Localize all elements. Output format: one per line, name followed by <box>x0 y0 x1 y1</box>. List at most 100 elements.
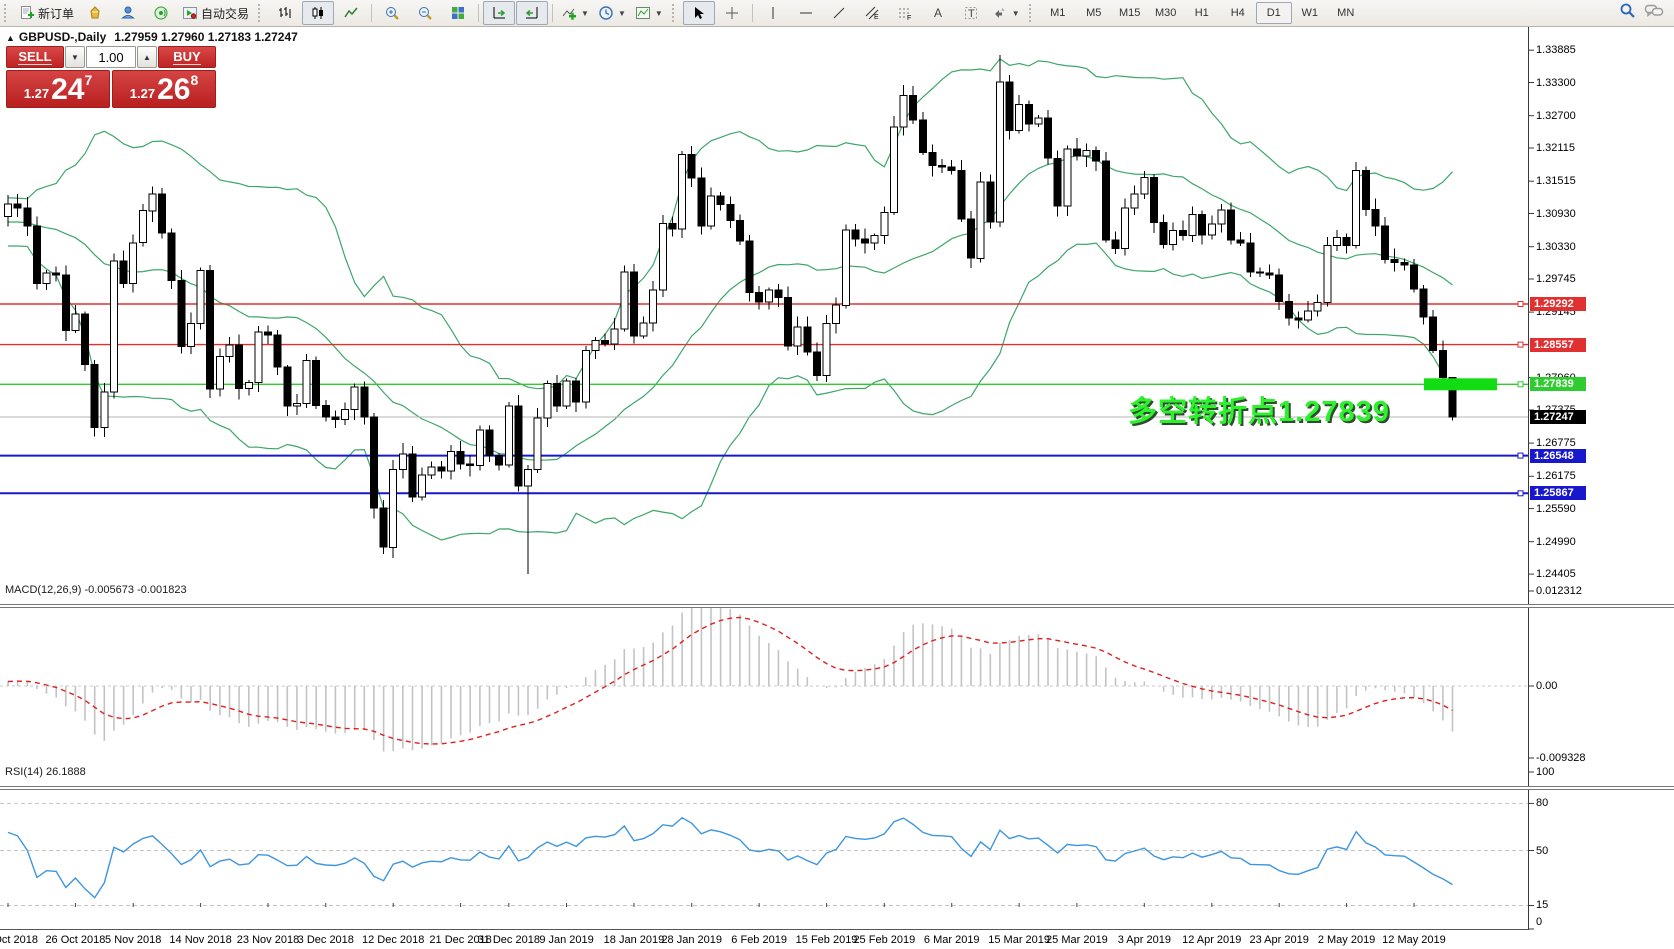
date-label: 3 Dec 2018 <box>297 934 354 946</box>
candle <box>649 289 658 324</box>
candle <box>1111 239 1120 249</box>
autotrading-button[interactable]: 自动交易 <box>178 1 253 25</box>
crosshair-button[interactable] <box>716 1 748 25</box>
timeframe-m15[interactable]: M15 <box>1119 7 1141 19</box>
signals-button[interactable] <box>145 1 177 25</box>
timeframe-m30[interactable]: M30 <box>1155 7 1177 19</box>
volume-increase-button[interactable]: ▲ <box>137 46 157 68</box>
symbol-expand-icon[interactable]: ▲ <box>6 33 15 43</box>
buy-price-display[interactable]: 1.27 26 8 <box>112 70 216 108</box>
candle <box>707 195 715 227</box>
auto-scroll-button[interactable] <box>483 1 516 25</box>
price-tick-label: 1.25590 <box>1536 502 1576 515</box>
chart-shift-button[interactable] <box>516 1 549 25</box>
timeframe-m5[interactable]: M5 <box>1086 7 1102 19</box>
price-level-badge[interactable]: 1.27839 <box>1530 377 1586 392</box>
trendline-button[interactable] <box>823 1 855 25</box>
sell-button[interactable]: SELL <box>6 46 64 68</box>
toolbar-drag-handle[interactable] <box>1028 4 1036 22</box>
candle <box>1236 239 1245 244</box>
candle <box>1284 300 1293 319</box>
zoom-in-button[interactable] <box>376 1 408 25</box>
timeframe-m1[interactable]: M1 <box>1050 7 1066 19</box>
candle <box>1178 230 1187 237</box>
chart-canvas[interactable] <box>0 26 1674 949</box>
equidistant-channel-button[interactable]: E <box>856 1 888 25</box>
candle <box>774 289 783 298</box>
horizontal-line-button[interactable] <box>790 1 822 25</box>
new-order-icon <box>19 5 35 21</box>
horizontal-line-icon <box>798 5 814 21</box>
timeframe-h1[interactable]: H1 <box>1194 7 1209 19</box>
candle <box>1082 150 1091 157</box>
candle <box>764 289 773 303</box>
candle <box>1024 104 1033 125</box>
price-level-badge[interactable]: 1.29292 <box>1530 297 1586 312</box>
buy-button[interactable]: BUY <box>158 46 216 68</box>
templates-button[interactable]: ▼ <box>631 1 667 25</box>
candle <box>572 380 581 403</box>
annotation-highlight-box[interactable] <box>1424 378 1497 391</box>
new-order-button[interactable]: 新订单 <box>15 1 78 25</box>
candle <box>148 193 157 212</box>
candle <box>1044 117 1052 159</box>
level-handle[interactable] <box>1517 452 1524 459</box>
volume-input[interactable] <box>86 46 136 68</box>
candle <box>90 363 99 428</box>
candle <box>591 340 600 352</box>
price-level-badge[interactable]: 1.26548 <box>1530 448 1586 463</box>
candlestick-chart-button[interactable] <box>302 1 335 25</box>
candle <box>745 240 754 294</box>
toolbar-drag-handle[interactable] <box>258 4 265 22</box>
bar-chart-button[interactable] <box>269 1 301 25</box>
svg-text:A: A <box>934 6 942 20</box>
level-handle[interactable] <box>1517 301 1524 307</box>
tile-windows-button[interactable] <box>442 1 474 25</box>
community-button[interactable] <box>112 1 144 25</box>
price-level-badge[interactable]: 1.25867 <box>1530 486 1586 501</box>
periods-button[interactable]: ▼ <box>594 1 630 25</box>
fibonacci-button[interactable]: F <box>889 1 921 25</box>
candle <box>379 507 388 548</box>
text-button[interactable]: A <box>922 1 954 25</box>
toolbar-drag-handle[interactable] <box>4 4 11 22</box>
candle <box>976 181 985 259</box>
price-tick-label: 1.29745 <box>1536 272 1576 285</box>
candle <box>1188 214 1197 237</box>
new-order-label: 新订单 <box>38 6 75 21</box>
market-button[interactable] <box>79 1 111 25</box>
zoom-out-button[interactable] <box>409 1 441 25</box>
line-chart-button[interactable] <box>335 1 367 25</box>
timeframe-mn[interactable]: MN <box>1337 7 1355 19</box>
chat-icon[interactable] <box>1644 3 1664 24</box>
date-label: 5 Nov 2018 <box>105 934 162 946</box>
annotation-text[interactable]: 多空转折点1.27839 <box>1128 396 1390 428</box>
sell-price-display[interactable]: 1.27 24 7 <box>6 70 110 108</box>
timeframe-w1[interactable]: W1 <box>1301 7 1318 19</box>
cursor-button[interactable] <box>682 1 715 25</box>
level-handle[interactable] <box>1517 381 1524 388</box>
level-handle[interactable] <box>1517 490 1524 497</box>
candle <box>812 351 821 376</box>
candle <box>1101 160 1110 241</box>
candle <box>581 350 590 403</box>
price-level-badge[interactable]: 1.28557 <box>1530 337 1586 352</box>
toolbar-drag-handle[interactable] <box>671 4 679 22</box>
timeframe-h4[interactable]: H4 <box>1230 7 1245 19</box>
search-icon[interactable] <box>1619 2 1636 24</box>
arrows-button[interactable]: ▼ <box>988 1 1024 25</box>
level-handle[interactable] <box>1517 341 1524 348</box>
text-label-icon: T <box>963 5 979 21</box>
timeframe-d1[interactable]: D1 <box>1255 2 1292 24</box>
date-label: 6 Mar 2019 <box>923 934 980 946</box>
macd-panel-divider[interactable] <box>0 604 1674 608</box>
text-label-button[interactable]: T <box>955 1 987 25</box>
auto-scroll-icon <box>491 5 507 21</box>
rsi-panel-divider[interactable] <box>0 786 1674 790</box>
candle <box>1371 209 1380 227</box>
vertical-line-button[interactable] <box>757 1 789 25</box>
volume-decrease-button[interactable]: ▼ <box>65 46 85 68</box>
community-icon <box>120 5 136 21</box>
candle <box>495 455 504 466</box>
indicators-button[interactable]: ▼ <box>557 1 593 25</box>
